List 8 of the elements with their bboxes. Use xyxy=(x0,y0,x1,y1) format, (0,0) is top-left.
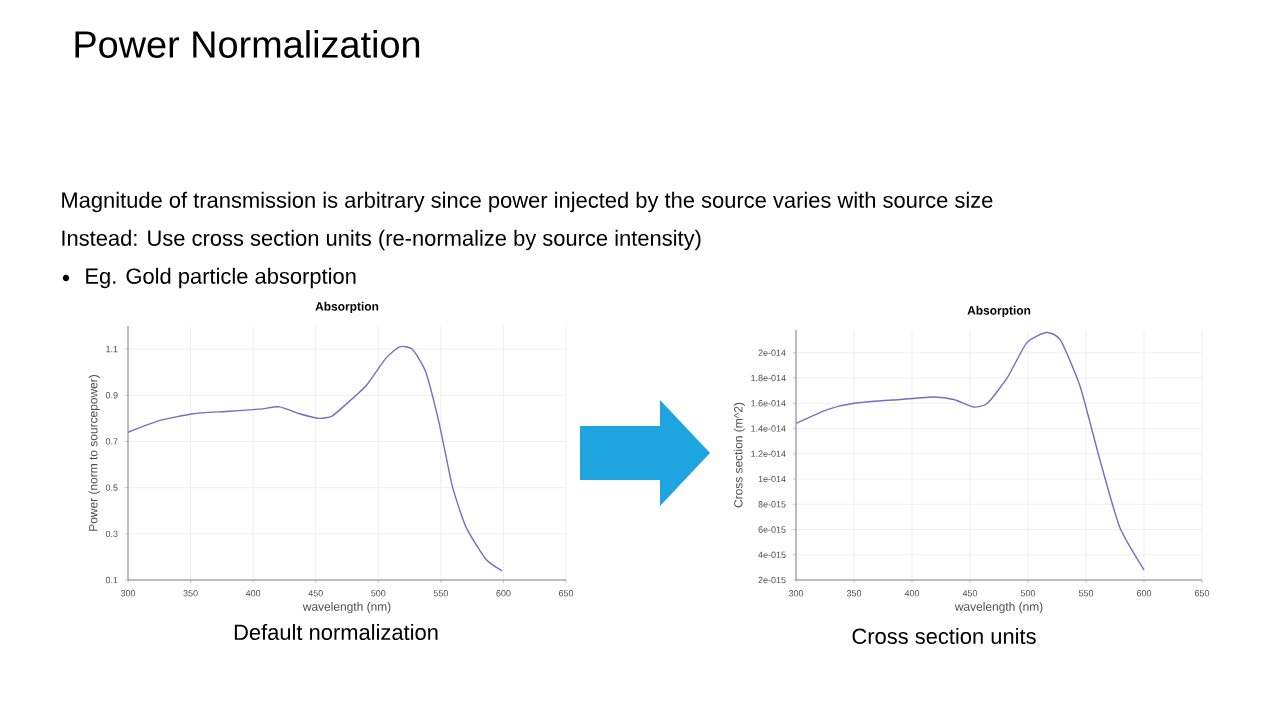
text: Magnitude of transmission is arbitrary since power injected by the source varies with source size xyxy=(62,191,993,213)
text: Default normalization xyxy=(234,623,438,641)
text: Power Normalization xyxy=(75,30,420,58)
line-series xyxy=(796,331,1145,571)
text: Instead: Use cross section units (re-normalize by source intensity) xyxy=(62,229,701,251)
line-series xyxy=(128,345,503,572)
text: Cross section units xyxy=(852,627,1036,645)
text: Eg. Gold particle absorption xyxy=(86,267,356,289)
